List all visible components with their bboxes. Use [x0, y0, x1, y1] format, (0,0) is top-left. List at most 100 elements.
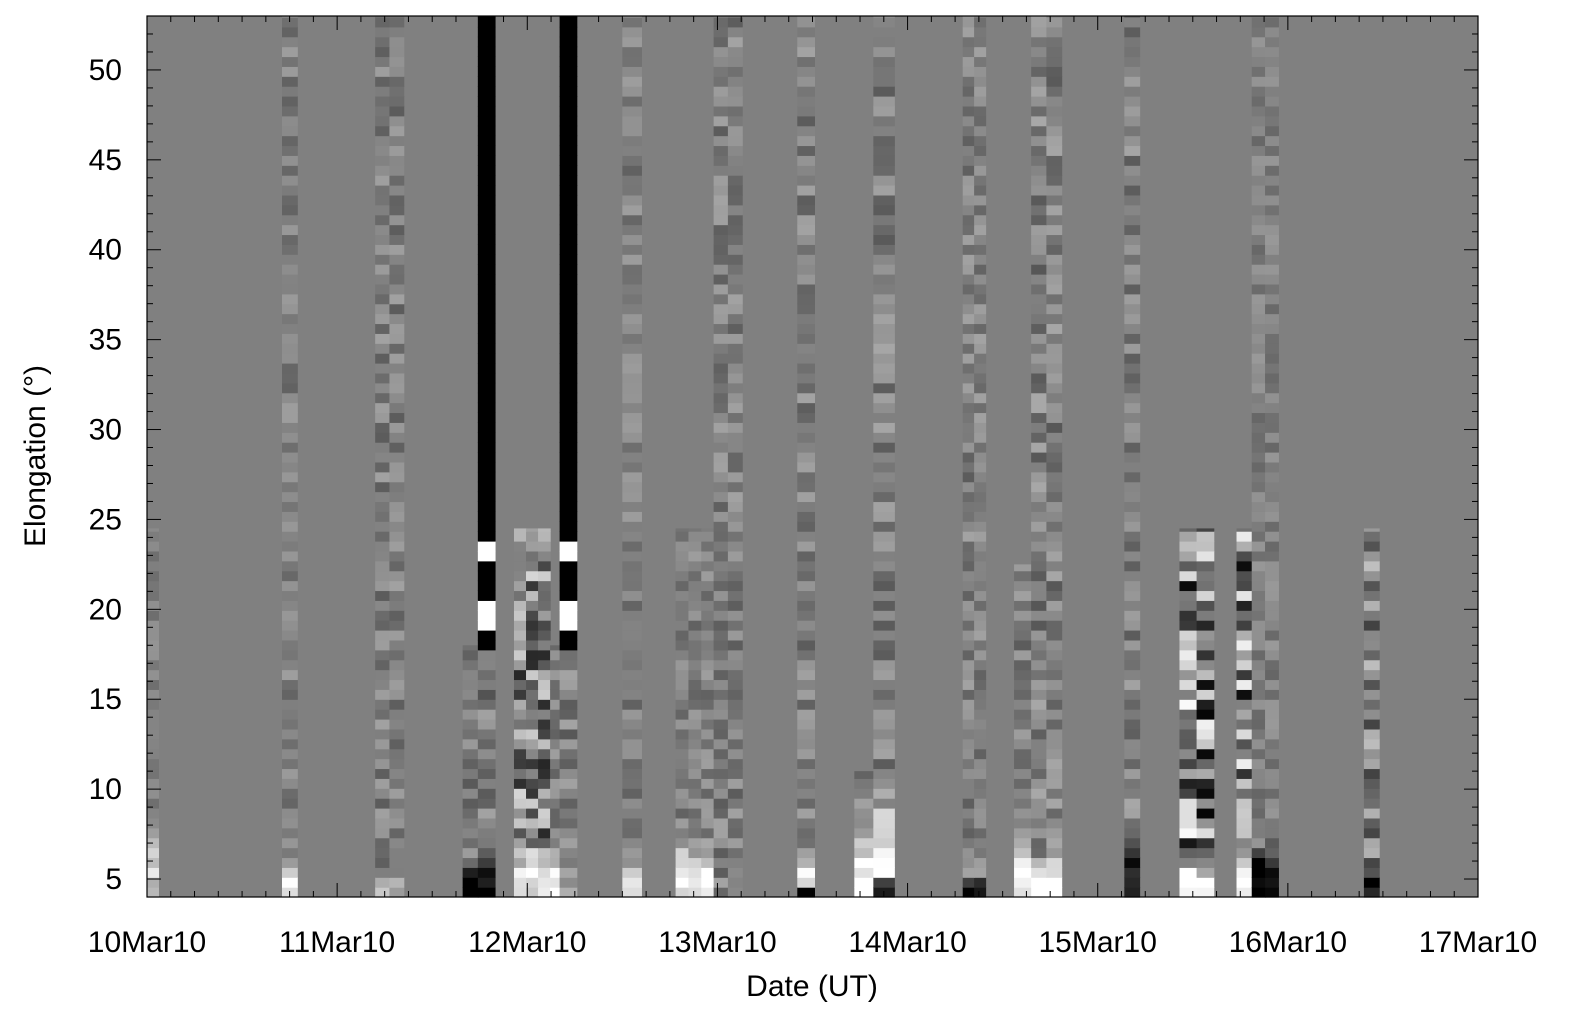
image-cell: [1046, 26, 1063, 38]
image-cell: [1179, 758, 1198, 770]
image-cell: [559, 125, 578, 137]
image-cell: [797, 501, 815, 512]
image-cell: [1031, 798, 1047, 809]
image-cell: [1179, 610, 1198, 621]
image-cell: [727, 96, 743, 107]
image-cell: [727, 135, 743, 147]
image-cell: [1265, 313, 1279, 325]
image-cell: [622, 283, 642, 295]
image-cell: [675, 877, 690, 888]
image-cell: [873, 877, 895, 888]
image-cell: [147, 528, 160, 532]
image-cell: [962, 808, 975, 819]
image-cell: [513, 699, 527, 710]
image-cell: [797, 877, 815, 888]
image-cell: [1265, 630, 1279, 641]
image-cell: [688, 728, 702, 740]
image-cell: [282, 125, 298, 137]
image-cell: [282, 630, 298, 641]
image-cell: [1251, 343, 1266, 354]
image-cell: [797, 679, 815, 690]
image-cell: [559, 372, 578, 384]
image-cell: [282, 531, 298, 542]
image-cell: [1031, 491, 1047, 503]
image-cell: [622, 392, 642, 404]
image-cell: [538, 590, 551, 601]
image-cell: [282, 719, 298, 730]
image-cell: [1265, 669, 1279, 681]
image-cell: [701, 528, 715, 532]
image-cell: [147, 877, 160, 888]
image-cell: [727, 363, 743, 374]
image-cell: [713, 461, 729, 473]
image-cell: [389, 185, 405, 196]
image-cell: [974, 323, 987, 334]
image-cell: [873, 639, 895, 651]
image-cell: [147, 669, 160, 681]
image-cell: [1265, 649, 1279, 661]
image-cell: [1031, 639, 1047, 651]
image-cell: [1265, 214, 1279, 226]
image-cell: [477, 145, 496, 156]
image-cell: [727, 867, 743, 878]
image-cell: [477, 125, 496, 137]
image-cell: [1046, 699, 1063, 710]
image-cell: [477, 649, 496, 661]
image-cell: [727, 353, 743, 364]
image-cell: [688, 748, 702, 760]
image-cell: [1046, 204, 1063, 216]
image-cell: [1236, 768, 1253, 779]
image-cell: [688, 808, 702, 819]
image-cell: [282, 570, 298, 582]
image-cell: [1124, 798, 1141, 809]
image-cell: [550, 867, 561, 878]
image-cell: [713, 283, 729, 295]
image-cell: [701, 620, 715, 631]
image-cell: [873, 798, 895, 809]
image-cell: [375, 46, 391, 58]
image-cell: [727, 679, 743, 690]
image-cell: [727, 402, 743, 414]
image-cell: [282, 412, 298, 423]
image-cell: [974, 531, 987, 542]
image-cell: [513, 531, 527, 542]
image-cell: [1046, 788, 1063, 799]
image-cell: [688, 528, 702, 532]
image-cell: [526, 857, 539, 868]
image-cell: [873, 521, 895, 532]
image-cell: [1124, 402, 1141, 414]
image-cell: [797, 719, 815, 730]
image-cell: [477, 877, 496, 888]
image-cell: [974, 432, 987, 443]
image-cell: [962, 541, 975, 552]
image-cell: [1236, 699, 1253, 710]
image-cell: [1124, 550, 1141, 562]
x-axis-ticks: 10Mar10 11Mar10 12Mar10 13Mar10 14Mar10 15Mar…: [88, 16, 1537, 959]
image-cell: [1265, 412, 1279, 423]
image-cell: [538, 738, 551, 750]
image-cell: [559, 709, 578, 720]
image-cell: [526, 570, 539, 582]
image-cell: [282, 827, 298, 839]
image-cell: [873, 36, 895, 48]
image-cell: [713, 531, 729, 542]
image-cell: [974, 877, 987, 888]
image-cell: [1046, 808, 1063, 819]
image-cell: [713, 353, 729, 364]
image-cell: [1265, 16, 1279, 18]
image-cell: [282, 877, 298, 888]
image-cell: [513, 798, 527, 809]
image-cell: [1124, 323, 1141, 334]
image-cell: [727, 798, 743, 809]
image-cell: [962, 392, 975, 404]
image-cell: [389, 531, 405, 542]
image-cell: [622, 877, 642, 888]
image-cell: [688, 659, 702, 671]
image-cell: [282, 422, 298, 433]
image-cell: [675, 590, 690, 601]
image-cell: [974, 145, 987, 156]
image-cell: [389, 630, 405, 641]
image-cell: [559, 728, 578, 740]
image-cell: [797, 293, 815, 305]
image-cell: [1265, 185, 1279, 196]
